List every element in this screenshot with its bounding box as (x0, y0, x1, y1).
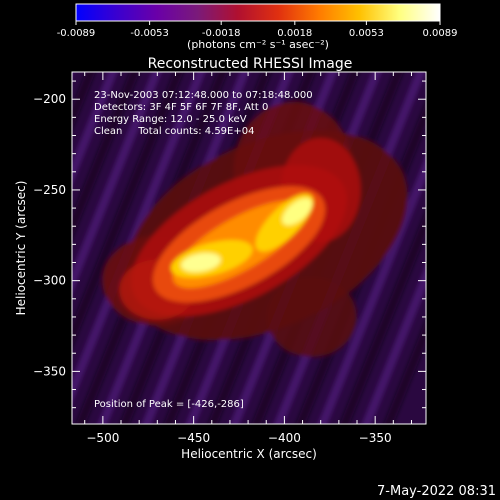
background-streak (294, 72, 426, 424)
timestamp: 7-May-2022 08:31 (377, 484, 496, 499)
heatmap (0, 46, 426, 485)
x-tick-label: −450 (177, 431, 210, 445)
background-streak (72, 72, 193, 424)
axis-ticks: −500 −450 −400 −350 −200 −250 −300 −350 (33, 72, 426, 445)
plot-frame (71, 71, 427, 425)
annotation-detectors: Detectors: 3F 4F 5F 6F 7F 8F, Att 0 (94, 102, 268, 113)
y-tick-label: −300 (33, 274, 66, 288)
background-streak (72, 72, 83, 424)
y-tick-label: −200 (33, 92, 66, 106)
colorbar-tick-label: 0.0018 (277, 28, 312, 39)
annotation-time-range: 23-Nov-2003 07:12:48.000 to 07:18:48.000 (94, 90, 313, 101)
colorbar-ticks: -0.0089 -0.0053 -0.0018 0.0018 0.0053 0.0089 (57, 21, 458, 39)
background-streak (72, 72, 149, 424)
colorbar-tick-label: -0.0053 (130, 28, 169, 39)
background-streak (338, 72, 426, 424)
colorbar-units-label: (photons cm⁻² s⁻¹ asec⁻²) (187, 38, 329, 51)
x-tick-label: −400 (268, 431, 301, 445)
y-tick-label: −250 (33, 183, 66, 197)
annotation-block: 23-Nov-2003 07:12:48.000 to 07:18:48.000… (94, 90, 313, 137)
emission-halo-south (266, 276, 357, 357)
background-streak (72, 72, 171, 424)
background-streak (72, 72, 127, 424)
colorbar-tick-label: 0.0053 (349, 28, 384, 39)
emission-core-east (282, 198, 313, 226)
background-streak (0, 46, 61, 485)
annotation-clean-counts: Clean Total counts: 4.59E+04 (94, 126, 254, 137)
x-tick-label: −350 (359, 431, 392, 445)
colorbar-gradient (75, 3, 441, 22)
colorbar: -0.0089 -0.0053 -0.0018 0.0018 0.0053 0.0089 … (57, 3, 458, 51)
x-tick-label: −500 (86, 431, 119, 445)
peak-position-label: Position of Peak = [-426,-286] (94, 399, 244, 410)
x-axis-label: Heliocentric X (arcsec) (181, 447, 317, 461)
background-streak (360, 72, 426, 424)
y-tick-label: −350 (33, 364, 66, 378)
colorbar-tick-label: 0.0089 (423, 28, 458, 39)
colorbar-tick-label: -0.0018 (202, 28, 241, 39)
y-axis-label: Heliocentric Y (arcsec) (14, 181, 28, 316)
background-streak (316, 72, 426, 424)
chart-title: Reconstructed RHESSI Image (148, 56, 353, 72)
emission-core-west (181, 252, 221, 273)
colorbar-tick-label: -0.0089 (57, 28, 96, 39)
annotation-energy-range: Energy Range: 12.0 - 25.0 keV (94, 114, 247, 125)
